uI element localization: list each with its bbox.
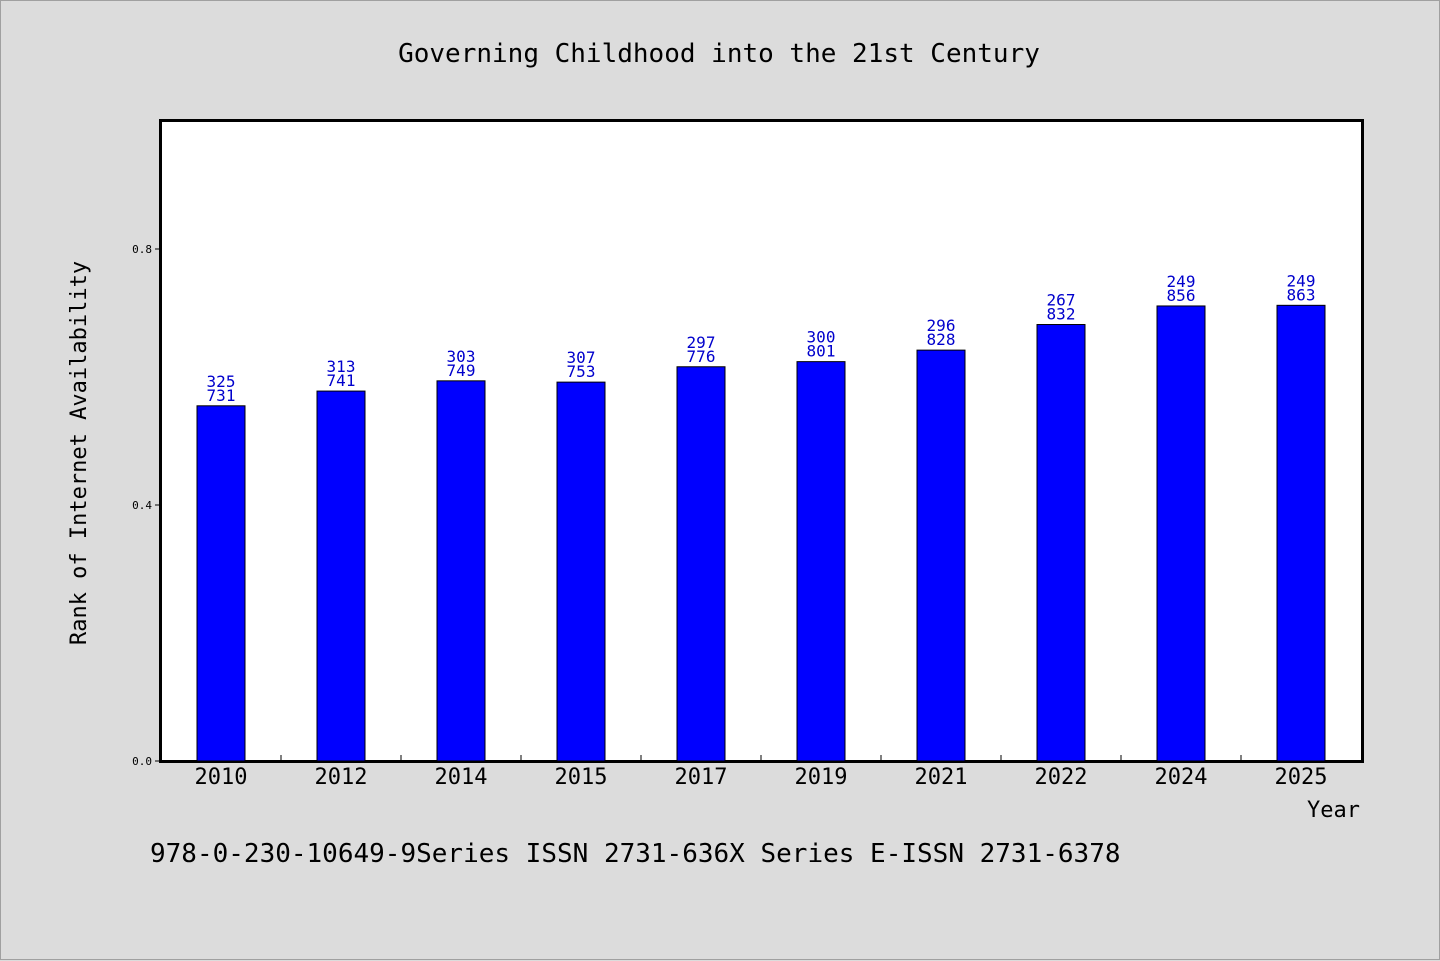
data-label-bottom-2019: 801 [807, 342, 836, 361]
bar-2021 [916, 349, 966, 762]
bar-2019 [796, 361, 846, 762]
data-label-bottom-2015: 753 [567, 362, 596, 381]
bar-2022 [1036, 324, 1086, 762]
bar-2017 [676, 366, 726, 762]
footer-isbn-issn: 978-0-230-10649-9Series ISSN 2731-636X S… [150, 839, 1121, 869]
data-label-top-2012: 313 [327, 357, 356, 376]
bar-2012 [316, 390, 366, 762]
x-tick-label-2021: 2021 [915, 765, 968, 790]
x-tick-label-2010: 2010 [195, 765, 248, 790]
x-tick-label-2025: 2025 [1275, 765, 1328, 790]
data-label-bottom-2021: 828 [927, 330, 956, 349]
x-axis-label: Year [1307, 798, 1360, 823]
x-tick-label-2015: 2015 [555, 765, 608, 790]
data-label-top-2022: 267 [1047, 291, 1076, 310]
y-tick-label-0.0: 0.0 [132, 755, 152, 768]
data-label-top-2025: 249 [1287, 271, 1316, 290]
data-label-top-2015: 307 [567, 348, 596, 367]
x-tick-label-2022: 2022 [1035, 765, 1088, 790]
chart-title: Governing Childhood into the 21st Centur… [398, 39, 1040, 69]
data-label-bottom-2017: 776 [687, 347, 716, 366]
x-tick-label-2019: 2019 [795, 765, 848, 790]
bar-2015 [556, 381, 606, 762]
data-label-bottom-2012: 741 [327, 371, 356, 390]
bar-2010 [196, 405, 246, 762]
bars-layer: 3257313137413037493077532977763008012968… [196, 271, 1326, 762]
x-tick-label-2012: 2012 [315, 765, 368, 790]
x-tick-label-2024: 2024 [1155, 765, 1208, 790]
bar-2014 [436, 380, 486, 762]
data-label-top-2014: 303 [447, 347, 476, 366]
y-axis-ticks: 0.0 0.4 0.8 [132, 243, 161, 768]
x-tick-label-2014: 2014 [435, 765, 488, 790]
bar-2024 [1156, 305, 1206, 762]
data-label-top-2021: 296 [927, 316, 956, 335]
data-label-top-2017: 297 [687, 333, 716, 352]
data-label-bottom-2025: 863 [1287, 285, 1316, 304]
data-label-top-2024: 249 [1167, 272, 1196, 291]
x-axis-ticks: 2010 2012 2014 2015 2017 2019 2021 2022 2024 2025 [195, 755, 1328, 790]
bar-2025 [1276, 304, 1326, 762]
data-label-bottom-2010: 731 [207, 386, 236, 405]
y-tick-label-0.4: 0.4 [132, 499, 152, 512]
y-tick-label-0.8: 0.8 [132, 243, 152, 256]
data-label-bottom-2022: 832 [1047, 305, 1076, 324]
data-label-bottom-2024: 856 [1167, 286, 1196, 305]
y-axis-label: Rank of Internet Availability [67, 261, 92, 645]
data-label-top-2010: 325 [207, 372, 236, 391]
x-tick-label-2017: 2017 [675, 765, 728, 790]
data-label-top-2019: 300 [807, 328, 836, 347]
data-label-bottom-2014: 749 [447, 361, 476, 380]
